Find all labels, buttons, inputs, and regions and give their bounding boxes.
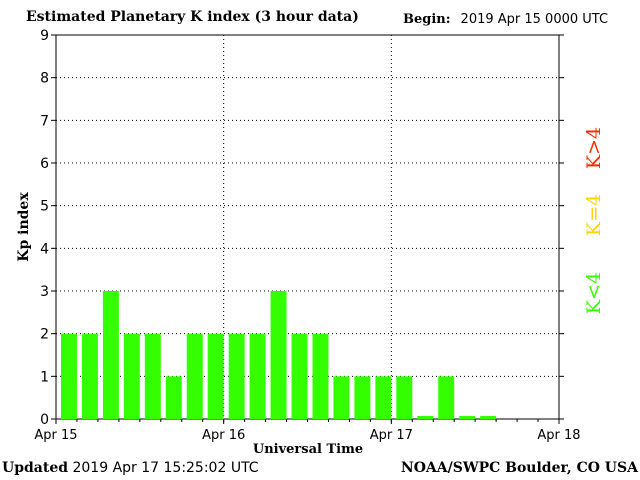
- x-tick-label-1: Apr 16: [202, 428, 245, 443]
- bar-20: [480, 416, 497, 419]
- legend-item-2: K<4: [583, 272, 605, 314]
- bar-5: [165, 376, 182, 419]
- bar-10: [270, 291, 287, 419]
- y-tick-label-7: 7: [40, 113, 49, 129]
- bar-11: [291, 333, 308, 419]
- x-axis-ticks: Apr 15 Apr 16 Apr 17 Apr 18: [34, 419, 581, 443]
- x-axis-label: Universal Time: [253, 442, 363, 457]
- updated-value: 2019 Apr 17 15:25:02 UTC: [72, 460, 259, 476]
- y-tick-label-4: 4: [40, 241, 49, 257]
- bar-1: [81, 333, 98, 419]
- updated-info: Updated 2019 Apr 17 15:25:02 UTC: [2, 460, 259, 476]
- bar-6: [186, 333, 203, 419]
- bar-13: [333, 376, 350, 419]
- updated-label: Updated: [2, 460, 69, 476]
- bar-0: [61, 333, 77, 419]
- bar-series: [61, 291, 497, 419]
- y-tick-label-1: 1: [40, 369, 49, 385]
- grid-lines: [56, 35, 559, 419]
- x-tick-label-3: Apr 18: [537, 428, 580, 443]
- bar-15: [375, 376, 392, 419]
- bar-9: [249, 333, 266, 419]
- begin-label: Begin:: [403, 12, 451, 27]
- chart-title: Estimated Planetary K index (3 hour data…: [26, 9, 359, 25]
- legend: K>4 K=4 K<4: [583, 127, 605, 314]
- y-tick-label-8: 8: [40, 71, 49, 87]
- begin-value: 2019 Apr 15 0000 UTC: [460, 12, 609, 27]
- bar-3: [123, 333, 140, 419]
- x-tick-label-2: Apr 17: [370, 428, 413, 443]
- y-tick-label-6: 6: [40, 156, 49, 172]
- bar-12: [312, 333, 329, 419]
- bar-2: [102, 291, 119, 419]
- bar-16: [396, 376, 413, 419]
- bar-14: [354, 376, 371, 419]
- y-axis-label: Kp index: [16, 192, 32, 262]
- y-tick-label-0: 0: [40, 412, 49, 428]
- bar-8: [228, 333, 245, 419]
- bar-4: [144, 333, 161, 419]
- source-credit: NOAA/SWPC Boulder, CO USA: [400, 460, 638, 476]
- begin-info: Begin: 2019 Apr 15 0000 UTC: [403, 12, 608, 27]
- y-tick-label-3: 3: [40, 284, 49, 300]
- bar-19: [459, 416, 476, 419]
- bar-7: [207, 333, 224, 419]
- x-tick-label-0: Apr 15: [34, 428, 77, 443]
- legend-item-1: K=4: [583, 194, 605, 236]
- bar-18: [438, 376, 455, 419]
- legend-item-0: K>4: [583, 127, 605, 169]
- y-axis-ticks: 0 1 2 3 4 5 6 7 8 9: [40, 28, 564, 428]
- y-tick-label-9: 9: [40, 28, 49, 44]
- y-tick-label-2: 2: [40, 327, 49, 343]
- y-tick-label-5: 5: [40, 199, 49, 215]
- bar-17: [417, 416, 434, 419]
